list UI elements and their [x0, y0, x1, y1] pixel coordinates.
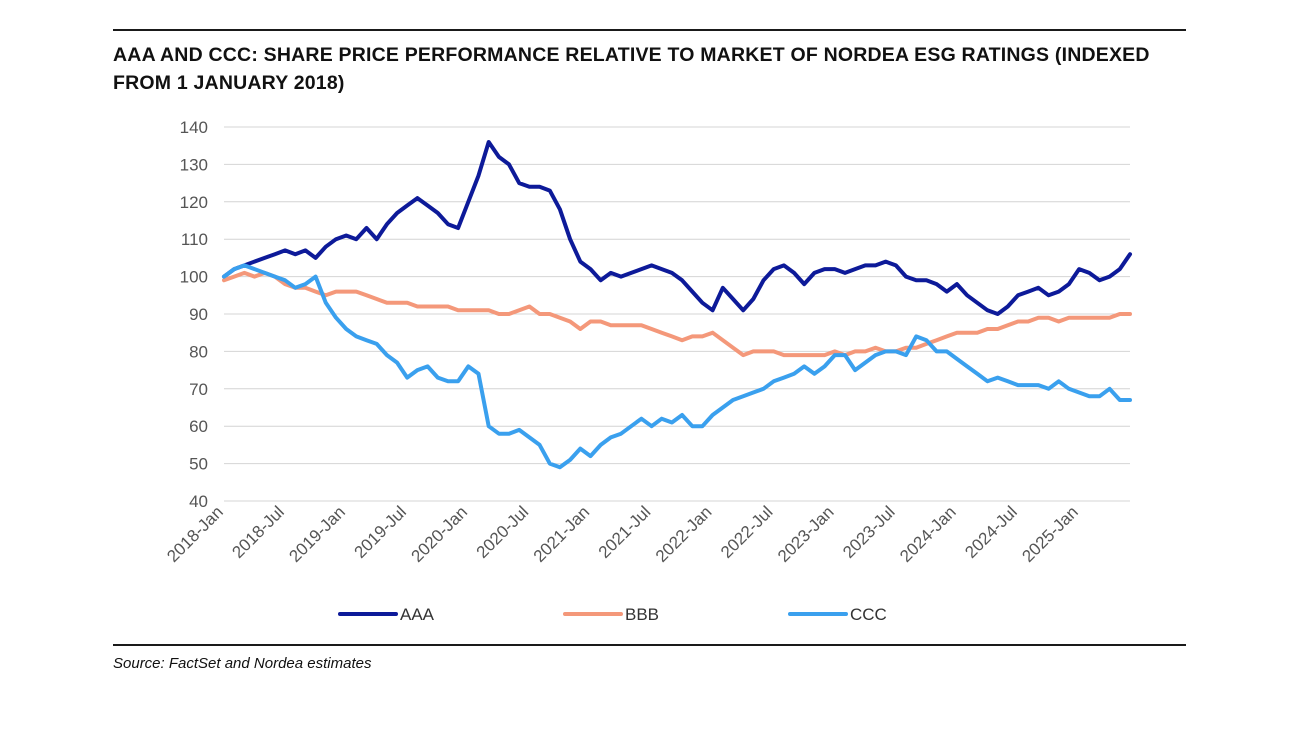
x-tick-label: 2020-Jul	[473, 502, 533, 562]
y-axis-ticks: 40 50 60 70 80 90 100 110 120 130 140	[180, 118, 208, 511]
x-tick-label: 2018-Jul	[228, 502, 288, 562]
x-tick-label: 2022-Jan	[652, 502, 716, 566]
y-tick-label: 80	[189, 342, 208, 361]
y-tick-label: 120	[180, 193, 208, 212]
legend-label-bbb: BBB	[625, 605, 659, 624]
top-rule	[113, 29, 1186, 31]
legend-label-ccc: CCC	[850, 605, 887, 624]
y-tick-label: 100	[180, 268, 208, 287]
legend-label-aaa: AAA	[400, 605, 435, 624]
x-tick-label: 2023-Jul	[839, 502, 899, 562]
series-lines	[222, 140, 1132, 470]
x-tick-label: 2023-Jan	[774, 502, 838, 566]
y-tick-label: 70	[189, 380, 208, 399]
y-tick-label: 130	[180, 155, 208, 174]
x-tick-label: 2024-Jan	[896, 502, 960, 566]
series-line-bbb	[222, 270, 1132, 358]
y-tick-label: 140	[180, 118, 208, 137]
x-tick-label: 2025-Jan	[1018, 502, 1082, 566]
x-tick-label: 2019-Jan	[285, 502, 349, 566]
legend: AAA BBB CCC	[338, 605, 887, 624]
y-tick-label: 60	[189, 417, 208, 436]
bottom-rule	[113, 644, 1186, 646]
x-tick-label: 2018-Jan	[163, 502, 227, 566]
chart-title: AAA AND CCC: SHARE PRICE PERFORMANCE REL…	[113, 44, 1150, 94]
x-tick-label: 2024-Jul	[961, 502, 1021, 562]
y-tick-label: 50	[189, 455, 208, 474]
x-tick-label: 2022-Jul	[717, 502, 777, 562]
series-line-ccc	[222, 263, 1132, 470]
series-line-aaa	[222, 140, 1132, 316]
source-note: Source: FactSet and Nordea estimates	[113, 655, 372, 672]
y-tick-label: 110	[181, 230, 208, 249]
x-tick-label: 2021-Jan	[530, 502, 594, 566]
x-tick-label: 2021-Jul	[595, 502, 655, 562]
x-tick-label: 2020-Jan	[408, 502, 472, 566]
y-tick-label: 90	[189, 305, 208, 324]
y-tick-label: 40	[189, 492, 208, 511]
x-tick-label: 2019-Jul	[351, 502, 411, 562]
